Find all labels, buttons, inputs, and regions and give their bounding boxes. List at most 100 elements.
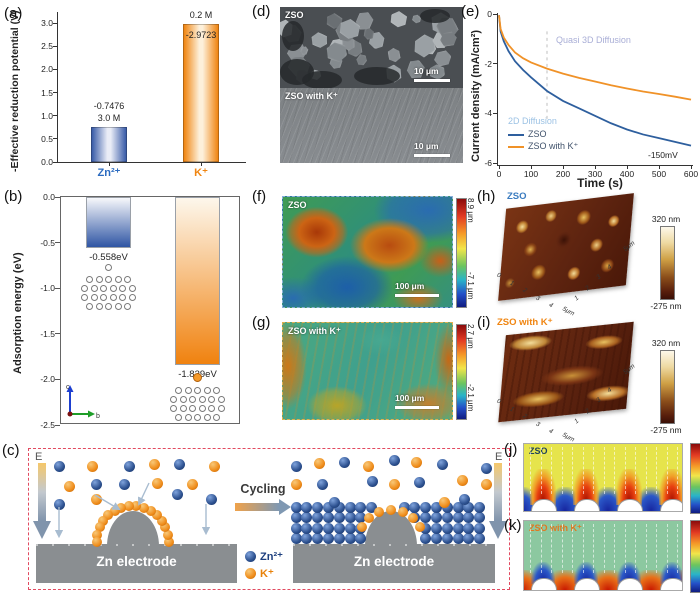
lattice-atom	[128, 294, 136, 301]
k-ion	[363, 461, 374, 472]
afm-3d-zso-k	[498, 321, 634, 423]
streamline	[561, 524, 563, 573]
k-ion	[87, 461, 98, 472]
k-ion-on-bump	[386, 505, 396, 515]
deposited-zn-sphere	[430, 501, 442, 513]
afm-axis-tick: 4	[547, 427, 555, 436]
streamline	[603, 447, 605, 494]
confocal-g-scalebar	[395, 406, 439, 409]
streamline	[530, 524, 531, 573]
sem-image: ZSO ZSO with K⁺ 10 μm 10 μm	[280, 7, 463, 163]
k-ion	[291, 479, 302, 490]
confocal-f-label: ZSO	[288, 200, 307, 210]
bar-chart-reduction-potential: 0.0 0.5 1.0 1.5 2.0 2.5 3.0 -0.7476 3.0 M Zn²⁺ 0.2…	[41, 10, 246, 179]
streamline	[582, 524, 584, 573]
simulation-field-zso-k: ZSO with K⁺	[523, 520, 683, 591]
deposited-zn-sphere	[474, 512, 486, 523]
x-category-label: Zn²⁺	[97, 167, 121, 179]
confocal-f-colorbar	[456, 198, 467, 308]
k-ion-shield-sphere	[131, 501, 142, 512]
lattice-atom	[208, 405, 216, 412]
streamline	[635, 447, 636, 494]
zn-ion	[329, 497, 340, 508]
sem-zso-k-region	[280, 88, 463, 163]
lattice-atom	[184, 414, 192, 421]
streamline	[666, 524, 668, 573]
k-ion-on-bump	[415, 522, 426, 532]
bar-K⁺	[183, 24, 219, 162]
streamline	[656, 447, 657, 494]
sem-flake	[387, 47, 401, 63]
legend-label: ZSO	[528, 129, 547, 139]
sem-void	[282, 21, 304, 51]
x-tick-mark	[531, 165, 532, 169]
y-tick-label: 1.0	[41, 110, 53, 121]
k-ion-shield-sphere	[109, 505, 120, 516]
streamline	[530, 447, 531, 494]
zn-ion	[54, 461, 65, 472]
x-tick-label: 100	[523, 169, 539, 179]
y-tick-mark	[55, 378, 60, 380]
annotation-2d: 2D Diffusion	[508, 116, 557, 126]
lattice-atom	[198, 405, 206, 412]
k-ion-shield-sphere	[116, 502, 127, 513]
deposited-zn-sphere	[333, 533, 345, 544]
streamline	[593, 524, 594, 573]
confocal-g-colorbar	[456, 324, 467, 420]
afm-i-colorbar	[660, 350, 675, 424]
deposited-zn-sphere	[463, 522, 475, 534]
deposited-zn-sphere	[409, 501, 421, 513]
sem-scalebar-bottom	[414, 154, 450, 157]
curve-ZSO	[498, 15, 692, 147]
k-ion	[64, 481, 75, 492]
deposited-zn-sphere	[420, 501, 432, 513]
x-tick-mark	[201, 162, 202, 166]
streamline	[551, 447, 552, 494]
curve-ZSO with K⁺	[498, 15, 692, 101]
streamline	[572, 524, 573, 573]
lattice-atom	[119, 294, 127, 301]
afm-i-colorbar-min: -275 nm	[650, 425, 682, 435]
panel-j-tag: (j)	[504, 441, 518, 458]
zn-electrode: Zn electrode	[36, 544, 237, 583]
y-tick-mark	[493, 162, 498, 164]
deposited-zn-sphere	[452, 522, 464, 534]
streamline	[624, 524, 626, 573]
deposited-zn-sphere	[344, 522, 356, 534]
confocal-g-scalebar-label: 100 μm	[395, 393, 425, 403]
streamline	[593, 447, 594, 494]
panel-e-y-axis-title: Current density (mA/cm²)	[470, 29, 482, 162]
y-tick-label: -1.5	[40, 328, 55, 339]
legend-label: Zn²⁺	[260, 551, 283, 563]
lattice-atom	[179, 405, 187, 412]
deposited-zn-sphere	[463, 533, 475, 544]
streamline	[635, 524, 636, 573]
k-ion	[439, 497, 450, 508]
zn-ion	[206, 494, 217, 505]
panel-e-tag: (e)	[461, 3, 480, 20]
lattice-atom	[194, 387, 201, 394]
y-tick-mark	[493, 13, 498, 15]
y-tick-mark	[55, 333, 60, 335]
lattice-atom	[217, 396, 225, 403]
deposited-zn-sphere	[322, 533, 334, 544]
y-tick-mark	[55, 196, 60, 198]
afm-axis-tick: 3	[534, 420, 542, 428]
streamline	[572, 447, 573, 494]
lattice-atom	[189, 396, 197, 403]
deposited-zn-sphere	[441, 533, 453, 544]
deposited-zn-sphere	[355, 512, 367, 523]
sim-k-label: ZSO with K⁺	[529, 523, 582, 533]
lattice-atom	[114, 303, 122, 310]
x-tick-mark	[563, 165, 564, 169]
x-category-label: K⁺	[194, 167, 208, 179]
adsorption-bar-label: -0.558eV	[89, 251, 128, 263]
k-ion	[91, 494, 102, 505]
zn-electrode-label: Zn electrode	[353, 554, 435, 569]
k-ion-on-bump	[374, 507, 385, 518]
y-tick-label: 0.0	[43, 192, 55, 202]
lattice-atom	[170, 396, 178, 403]
legend-zn-ion	[245, 551, 256, 562]
zn-ion	[174, 459, 185, 470]
zn-ion	[459, 494, 470, 505]
